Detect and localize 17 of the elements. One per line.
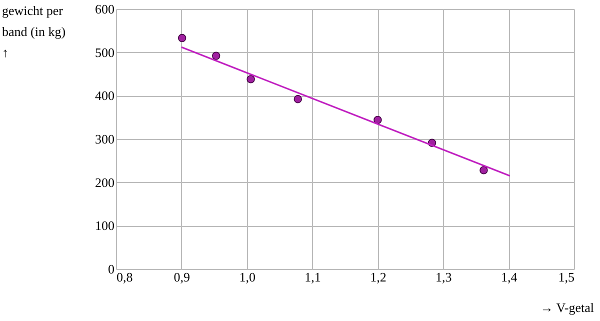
x-tick-label: 0,9	[174, 270, 190, 284]
y-tick-label: 0	[108, 262, 114, 276]
y-tick-label: 100	[95, 218, 114, 234]
y-tick-label: 500	[95, 44, 114, 60]
y-tick-label: 200	[95, 174, 114, 190]
x-tick-label: 1,3	[436, 270, 452, 284]
x-tick-label: 1,5	[558, 270, 574, 284]
y-tick-label: 300	[95, 132, 114, 146]
x-axis-title: → V-getal	[540, 300, 594, 315]
x-tick-label: 1,0	[239, 270, 256, 284]
y-tick-label: 600	[95, 2, 114, 16]
y-tick-label: 400	[95, 88, 114, 104]
x-tick-label: 1,4	[500, 270, 518, 284]
x-tick-label: 1,1	[304, 270, 321, 284]
y-axis-title: gewicht per band (in kg) ↑	[2, 3, 66, 60]
x-tick-label: 1,2	[370, 270, 386, 284]
x-tick-label: 0,8	[116, 270, 133, 284]
